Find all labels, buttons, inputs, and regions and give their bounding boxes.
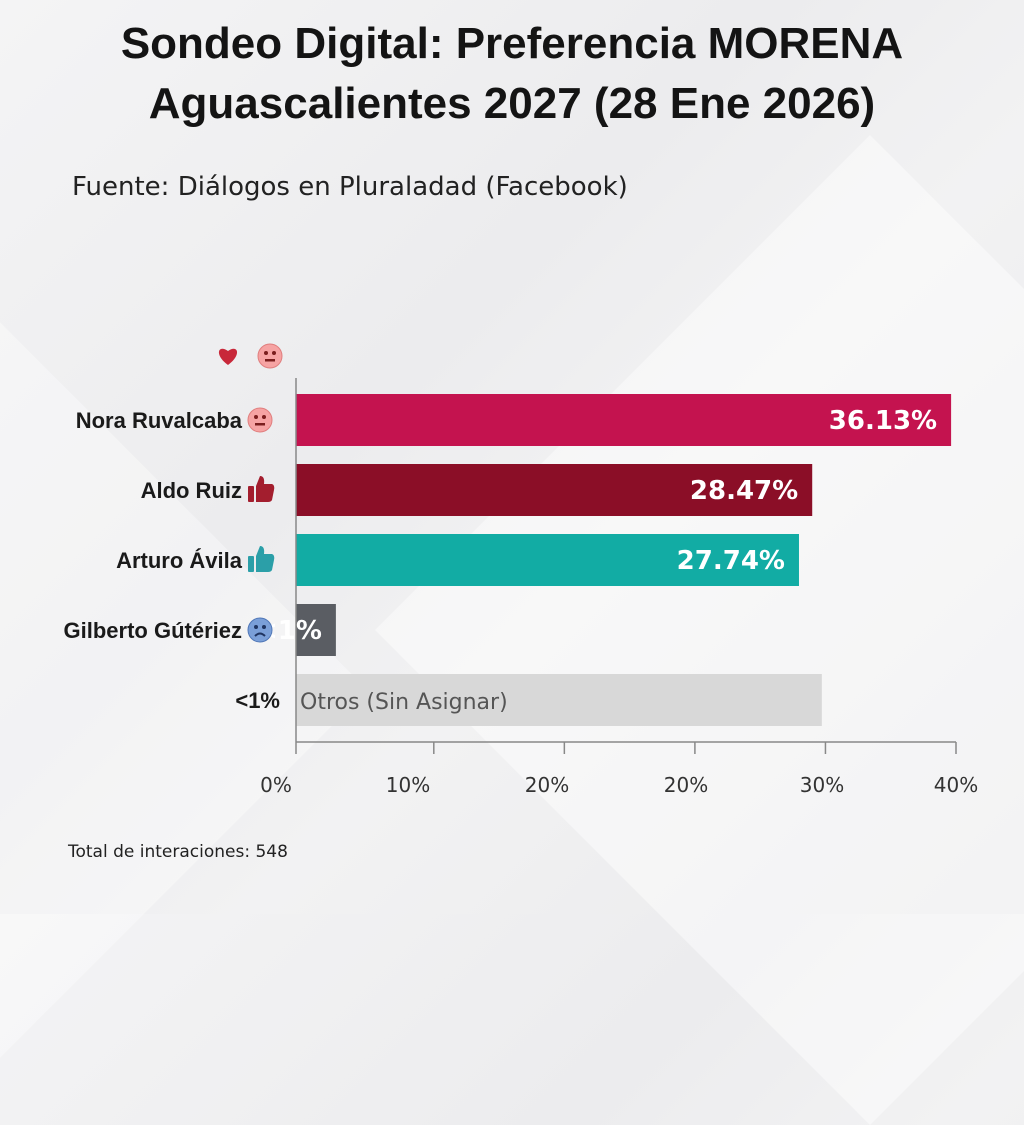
x-tick-label-0: 0% xyxy=(260,773,292,797)
total-interactions: Total de interaciones: 548 xyxy=(68,842,288,862)
x-tick-label-5: 40% xyxy=(934,773,978,797)
bar-chart: 36.13% Nora Ruvalcaba 28.47% Aldo Ruiz 27.74… xyxy=(64,343,978,797)
bars: 36.13% Nora Ruvalcaba 28.47% Aldo Ruiz 27.74… xyxy=(64,394,952,726)
bar-3 xyxy=(296,604,336,656)
category-icon-2 xyxy=(248,546,275,572)
thumbs-up-icon xyxy=(248,476,275,502)
category-icon-1 xyxy=(248,476,275,502)
x-tick-label-1: 10% xyxy=(386,773,430,797)
chart-legend xyxy=(218,343,283,369)
category-label-2: Arturo Ávila xyxy=(116,548,243,573)
x-tick-label-2: 20% xyxy=(525,773,569,797)
x-axis: 0% 10% 20% 20% 30% 40% xyxy=(260,378,978,797)
category-label-4: <1% xyxy=(235,688,280,713)
chart-title-line-2: Aguascalientes 2027 (28 Ene 2026) xyxy=(148,79,876,128)
chart-subtitle: Fuente: Diálogos en Pluraladad (Facebook… xyxy=(72,172,628,202)
chart-title-line-1: Sondeo Digital: Preferencia MORENA xyxy=(120,19,904,68)
bar-4 xyxy=(296,674,822,726)
heart-icon xyxy=(218,348,238,365)
bar-value-label-0: 36.13% xyxy=(829,406,937,436)
neutral-face-icon xyxy=(247,407,273,433)
x-tick-label-4: 30% xyxy=(800,773,844,797)
bar-1 xyxy=(296,464,813,516)
category-label-3: Gilberto Gútériez xyxy=(64,618,242,643)
category-label-1: Aldo Ruiz xyxy=(141,478,242,503)
bar-value-label-1: 28.47% xyxy=(690,476,798,506)
neutral-face-icon xyxy=(257,343,283,369)
category-icon-0 xyxy=(247,407,273,433)
thumbs-up-icon xyxy=(248,546,275,572)
x-tick-label-3: 20% xyxy=(664,773,708,797)
category-icon-3 xyxy=(247,617,273,643)
sad-face-icon xyxy=(247,617,273,643)
bar-value-label-2: 27.74% xyxy=(677,546,785,576)
bar-value-label-4: Otros (Sin Asignar) xyxy=(300,690,508,715)
category-label-0: Nora Ruvalcaba xyxy=(76,408,243,433)
bar-0 xyxy=(296,394,952,446)
chart-title: Sondeo Digital: Preferencia MORENA Aguas… xyxy=(0,14,1024,134)
bar-2 xyxy=(296,534,799,586)
